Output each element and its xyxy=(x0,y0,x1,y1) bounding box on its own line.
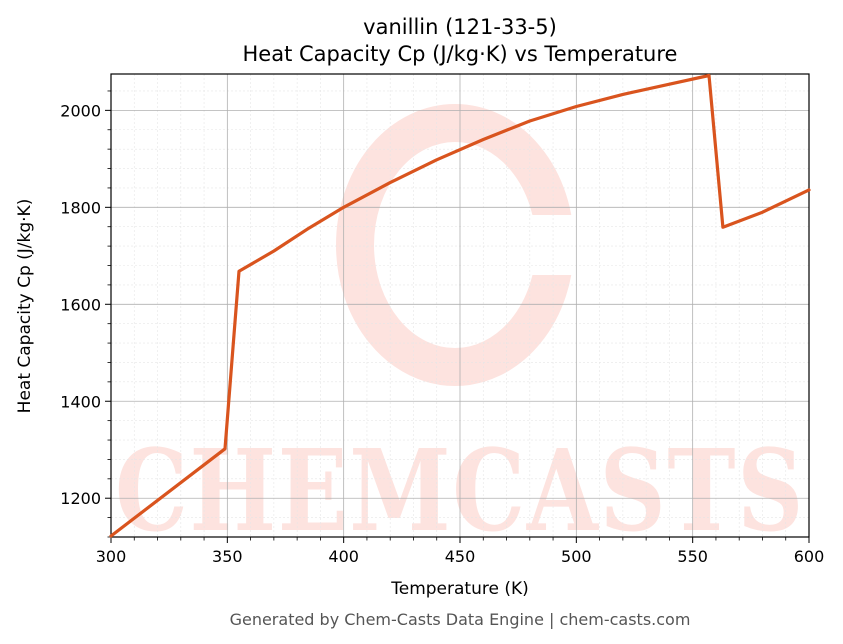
series-line xyxy=(109,73,811,538)
watermark: CHEMCASTS xyxy=(115,104,805,557)
chart-title: vanillin (121-33-5) xyxy=(363,15,557,39)
x-tick-label: 350 xyxy=(212,547,243,566)
x-tick-label: 300 xyxy=(96,547,127,566)
x-tick-label: 500 xyxy=(561,547,592,566)
y-axis-label: Heat Capacity Cp (J/kg·K) xyxy=(15,199,35,414)
axis-ticks: 300 350 400 450 500 550 600 1200 1400 1600 1800 200… xyxy=(60,90,825,566)
y-tick-label: 2000 xyxy=(60,101,101,120)
footer-credit: Generated by Chem-Casts Data Engine | ch… xyxy=(230,610,691,629)
x-tick-label: 450 xyxy=(445,547,476,566)
x-tick-label: 600 xyxy=(794,547,825,566)
y-tick-label: 1400 xyxy=(60,392,101,411)
series-layer xyxy=(109,73,811,538)
y-tick-label: 1200 xyxy=(60,489,101,508)
watermark-logo-gap xyxy=(520,215,590,275)
y-tick-label: 1800 xyxy=(60,198,101,217)
x-tick-label: 550 xyxy=(677,547,708,566)
chart-subtitle: Heat Capacity Cp (J/kg·K) vs Temperature xyxy=(243,42,678,66)
y-tick-label: 1600 xyxy=(60,295,101,314)
x-axis-label: Temperature (K) xyxy=(390,579,529,599)
x-tick-label: 400 xyxy=(328,547,359,566)
watermark-text: CHEMCASTS xyxy=(115,426,805,557)
